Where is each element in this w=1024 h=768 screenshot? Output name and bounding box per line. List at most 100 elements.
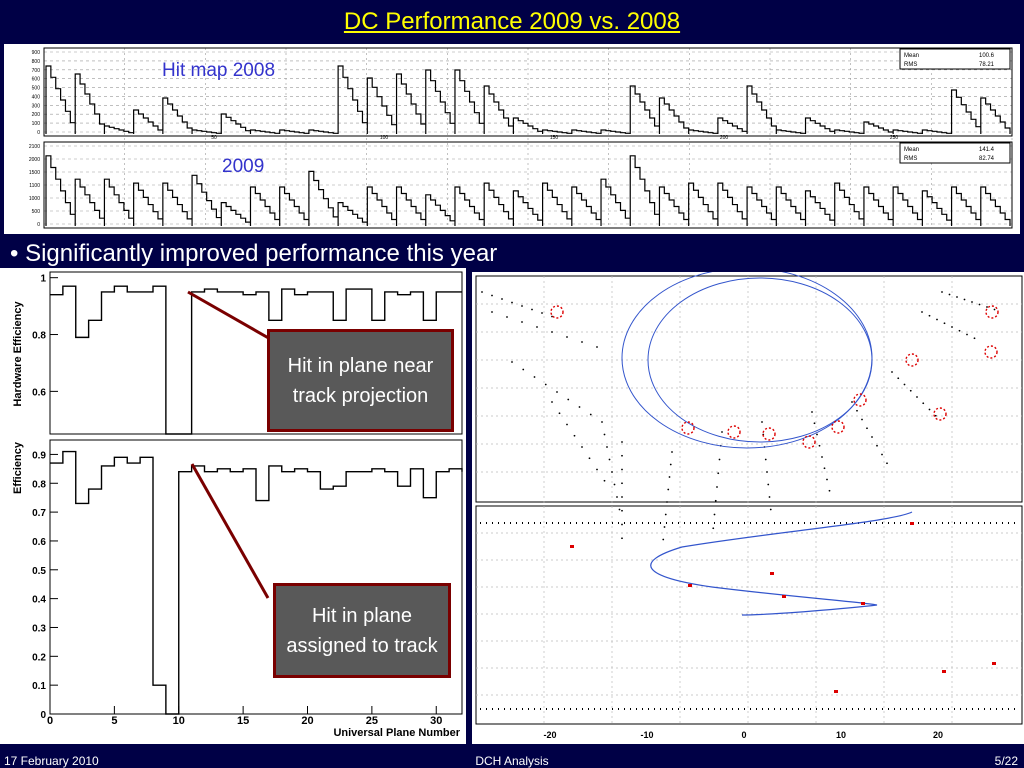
bottom-y-tick: 0.8 [32,479,46,490]
hit-marker [985,305,999,319]
hit-marker [905,353,919,367]
x-tick: 10 [173,715,185,727]
top-y-tick: 0.8 [32,331,46,342]
stats-2008-mean-value: 100.6 [979,53,995,59]
x-axis-label: Universal Plane Number [333,727,460,739]
callout-pointer-bottom [190,463,270,599]
hit-point [992,662,996,665]
hit-point [834,690,838,693]
x-tick: 15 [237,715,249,727]
track-helix-inner [647,277,873,443]
footer-title: DCH Analysis [475,754,549,768]
bottom-y-axis-label: Efficiency [12,441,24,494]
track-projection [650,511,913,616]
bottom-y-tick: 0.3 [32,623,46,634]
stats-2009-mean-label: Mean [904,147,919,153]
hit-map-2009-y-tick: 0 [37,222,40,228]
bottom-y-tick: 0.2 [32,652,46,663]
page-number: 5/22 [994,754,1018,768]
x-tick: 20 [301,715,313,727]
top-y-tick: 1 [40,274,46,285]
bottom-y-tick: 0.4 [32,595,46,606]
hit-map-2009-y-tick: 2100 [29,144,40,150]
hit-map-2009-y-tick: 1000 [29,196,40,202]
hit-map-2009-label: 2009 [222,156,264,177]
hit-marker [727,425,741,439]
x-tick: 25 [366,715,378,727]
callout-hit-assigned: Hit in plane assigned to track [273,583,451,678]
hit-map-2008-y-tick: 100 [32,121,41,127]
event-x-tick: 20 [933,730,943,740]
event-x-tick: -10 [640,730,653,740]
event-display-panel: -20 -10 0 10 20 [472,267,1024,744]
hit-map-2008-line [45,65,1011,134]
top-plot-frame [49,271,463,435]
bottom-y-tick: 0 [40,710,46,721]
bottom-y-tick: 0.5 [32,566,46,577]
hit-point [782,595,786,598]
hit-map-2009-line [45,155,1011,226]
hit-map-2008-y-tick: 300 [32,103,41,109]
stats-2009-rms-label: RMS [904,156,917,162]
event-x-tick: -20 [543,730,556,740]
hit-map-2008-y-tick: 900 [32,50,41,56]
hit-map-2008-y-tick: 800 [32,59,41,65]
hit-marker [802,435,816,449]
bullet-point: • Significantly improved performance thi… [10,240,498,267]
stats-2008-mean-label: Mean [904,53,919,59]
hit-marker [984,345,998,359]
x-tick: 30 [430,715,442,727]
bottom-y-tick: 0.9 [32,450,46,461]
callout-hit-near-track: Hit in plane near track projection [267,329,454,432]
hit-map-2008-y-tick: 500 [32,86,41,92]
hit-map-2009-y-tick: 1500 [29,170,40,176]
hit-map-2008-y-tick: 200 [32,112,41,118]
hit-map-2008-label: Hit map 2008 [162,60,275,81]
stats-2008-rms-label: RMS [904,62,917,68]
top-y-tick: 0.6 [32,387,46,398]
hit-marker [762,427,776,441]
hit-marker [853,393,867,407]
event-top-frame [475,275,1023,503]
hit-map-2009-y-tick: 2000 [29,157,40,163]
hit-marker [550,305,564,319]
bottom-y-tick: 0.7 [32,508,46,519]
hit-map-x-tick: 200 [720,135,729,141]
hit-map-panel: 900 800 700 600 500 400 300 200 100 0 2100 2000 150… [4,44,1020,234]
hardware-efficiency-line [50,285,462,435]
bottom-plot-frame [49,439,463,715]
hit-point [942,670,946,673]
hit-map-2008-y-tick: 0 [37,130,40,136]
stats-box-2009: Mean 141.4 RMS 82.74 [899,142,1011,164]
bottom-y-tick: 0.1 [32,681,46,692]
top-y-axis-label: Hardware Efficiency [12,301,24,407]
hit-point [770,572,774,575]
stats-box-2008: Mean 100.6 RMS 78.21 [899,48,1011,70]
hit-map-2008-y-tick: 400 [32,94,41,100]
event-display: -20 -10 0 10 20 [475,267,1023,740]
hit-point [861,602,865,605]
stats-2009-rms-value: 82.74 [979,156,995,162]
stats-2009-mean-value: 141.4 [979,147,995,153]
hit-point [570,545,574,548]
hit-map-2009-y-tick: 500 [32,209,41,215]
hit-map-2009-y-tick: 1100 [29,183,40,189]
hit-map-x-tick: 150 [550,135,559,141]
hit-map-x-tick: 250 [890,135,899,141]
event-bottom-frame [475,505,1023,725]
hit-point [688,584,692,587]
x-tick: 0 [47,715,53,727]
x-tick: 5 [111,715,117,727]
slide-title: DC Performance 2009 vs. 2008 [343,8,681,35]
hit-marker [831,420,845,434]
efficiency-charts: 1 0.8 0.6 0.9 0.8 0.7 0.6 0.5 0.4 0.3 0.2 0.1 0 0 5 1… [12,271,463,739]
hit-marker [933,407,947,421]
hit-map-2008-y-tick: 600 [32,77,41,83]
hit-map-x-tick: 50 [211,135,217,141]
footer-date: 17 February 2010 [4,754,99,768]
hit-map-x-tick: 100 [380,135,389,141]
callout-pointer-top [187,290,273,342]
stats-2008-rms-value: 78.21 [979,62,995,68]
event-x-tick: 0 [741,730,746,740]
